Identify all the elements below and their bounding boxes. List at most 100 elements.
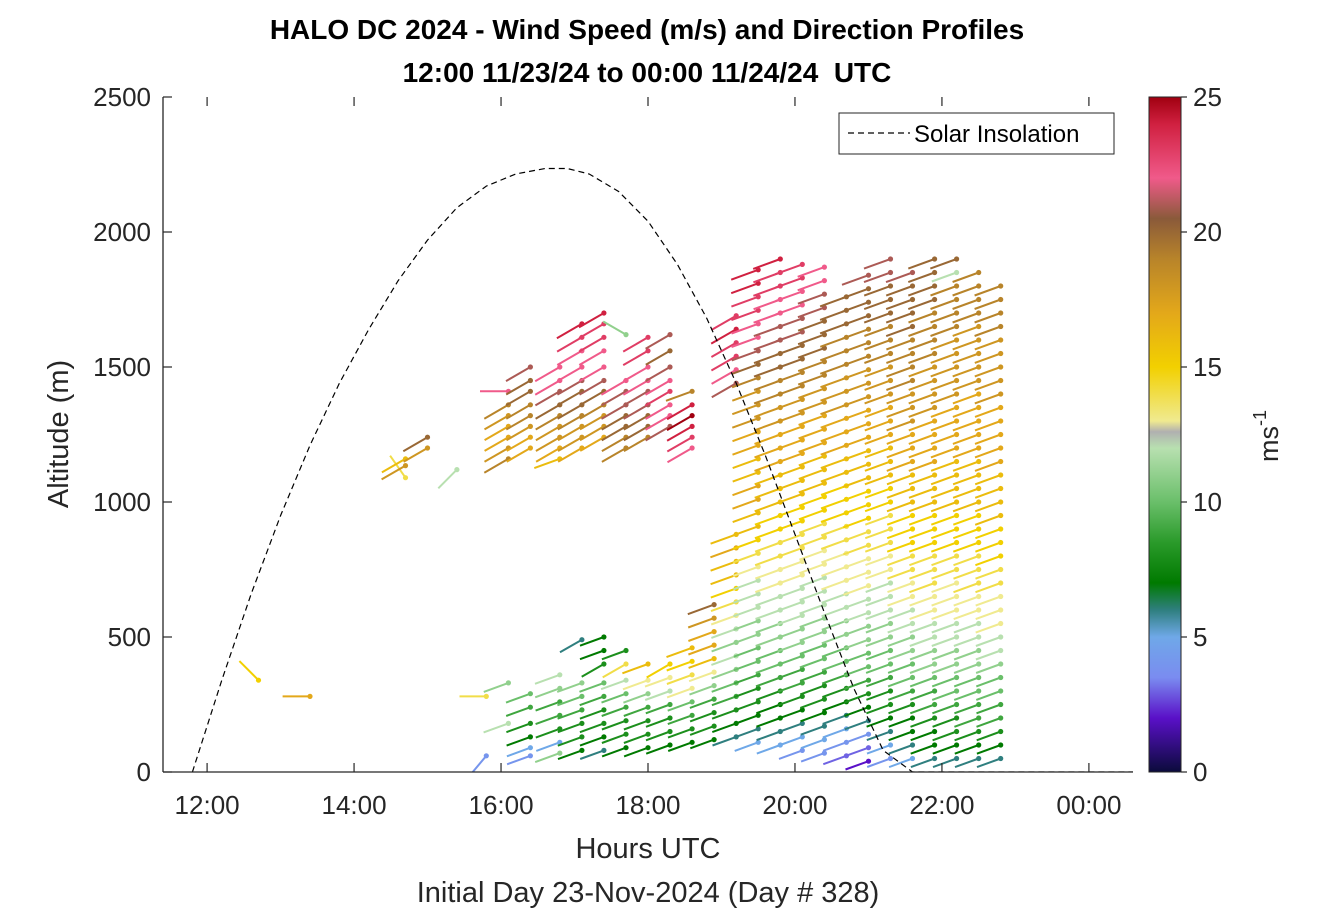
wind-vector-point	[887, 647, 894, 654]
wind-vector-shaft	[777, 695, 803, 707]
wind-vector	[888, 755, 916, 769]
wind-vector-shaft	[755, 595, 781, 607]
wind-vector-shaft	[953, 609, 980, 621]
wind-vector	[865, 593, 894, 607]
wind-vector-point	[998, 418, 1004, 424]
wind-vector	[666, 672, 695, 685]
wind-vector-shaft	[952, 460, 980, 472]
wind-vector	[734, 739, 761, 752]
wind-vector-point	[483, 753, 489, 759]
wind-vector	[952, 323, 982, 337]
wind-vector-point	[998, 364, 1004, 370]
wind-vector-shaft	[822, 741, 847, 752]
wind-vector-point	[865, 529, 872, 535]
wind-vector-shaft	[506, 722, 531, 734]
wind-vector-shaft	[841, 355, 869, 367]
wind-vector-shaft	[952, 298, 980, 310]
wind-vector-point	[976, 404, 982, 411]
wind-vector-shaft	[842, 503, 869, 515]
wind-vector-point	[887, 566, 894, 573]
wind-vector-point	[601, 364, 607, 370]
wind-vector-point	[623, 691, 629, 697]
wind-vector	[909, 553, 938, 567]
wind-vector-shaft	[734, 741, 759, 752]
wind-vector-point	[887, 512, 894, 519]
wind-vector-point	[865, 758, 872, 764]
wind-vector-shaft	[645, 703, 671, 715]
wind-vector-point	[909, 580, 916, 586]
wind-vector	[953, 593, 982, 607]
wind-vector-shaft	[710, 355, 737, 372]
wind-vector-shaft	[535, 414, 561, 431]
wind-vector-shaft	[842, 382, 869, 394]
wind-vector-point	[689, 739, 695, 745]
wind-vector	[843, 650, 872, 664]
wind-vector	[622, 334, 651, 353]
wind-vector	[282, 693, 313, 700]
wind-vector-shaft	[974, 433, 1002, 445]
wind-vector	[579, 734, 607, 747]
wind-vector-point	[667, 674, 673, 681]
wind-vector-shaft	[688, 671, 715, 683]
wind-vector	[578, 334, 607, 353]
wind-vector-shaft	[909, 609, 935, 621]
wind-vector-shaft	[843, 598, 869, 610]
wind-vector-shaft	[909, 663, 935, 674]
wind-vector-point	[557, 750, 563, 756]
wind-vector-point	[887, 283, 894, 289]
wind-vector	[908, 391, 938, 405]
wind-vector-point	[954, 688, 960, 694]
wind-vector-point	[645, 677, 651, 683]
wind-vector	[733, 658, 761, 672]
wind-vector-point	[998, 458, 1004, 465]
wind-vector-point	[954, 404, 960, 411]
wind-vector-point	[954, 377, 960, 384]
wind-vector-shaft	[666, 673, 693, 685]
wind-vector-shaft	[888, 717, 913, 728]
wind-vector	[842, 502, 872, 515]
wind-vector-shaft	[623, 425, 649, 442]
wind-vector-point	[976, 310, 982, 316]
wind-vector	[778, 720, 805, 733]
wind-vector-shaft	[535, 403, 561, 420]
legend-entry-solar: Solar Insolation	[914, 121, 1079, 148]
wind-vector	[886, 350, 916, 364]
wind-vector-point	[667, 377, 673, 384]
wind-vector-point	[976, 701, 982, 708]
wind-vector-shaft	[710, 560, 737, 572]
wind-vector-point	[932, 445, 938, 451]
wind-vector-point	[689, 726, 695, 732]
wind-vector-shaft	[710, 587, 737, 599]
wind-vector	[953, 553, 982, 567]
wind-vector	[886, 377, 916, 391]
wind-vector-shaft	[776, 506, 803, 518]
wind-vector-point	[932, 688, 938, 694]
wind-vector-point	[689, 685, 695, 691]
wind-vector-point	[954, 674, 960, 681]
wind-vector-shaft	[885, 298, 913, 311]
wind-vector	[954, 742, 982, 755]
wind-vector-shaft	[710, 600, 737, 613]
wind-vector-shaft	[712, 735, 737, 747]
wind-vector-point	[865, 731, 872, 737]
wind-vector	[864, 418, 894, 432]
wind-vector-shaft	[645, 744, 671, 755]
wind-vector-point	[645, 348, 651, 354]
wind-vector	[579, 693, 607, 707]
wind-vector-shaft	[907, 285, 935, 297]
wind-vector	[797, 264, 828, 278]
y-tick-label: 1500	[93, 352, 151, 382]
wind-vector	[601, 704, 629, 717]
wind-vector-shaft	[822, 700, 847, 712]
wind-vector-shaft	[887, 690, 913, 701]
wind-vector	[975, 647, 1004, 661]
wind-vector	[887, 580, 916, 594]
wind-vector-point	[887, 728, 894, 735]
wind-vector	[907, 256, 938, 270]
wind-vector-shaft	[644, 690, 671, 701]
wind-vector-shaft	[930, 406, 957, 418]
wind-vector-shaft	[754, 433, 781, 445]
wind-vector	[842, 542, 872, 556]
wind-vector-shaft	[886, 487, 913, 499]
wind-vector-shaft	[533, 457, 561, 470]
